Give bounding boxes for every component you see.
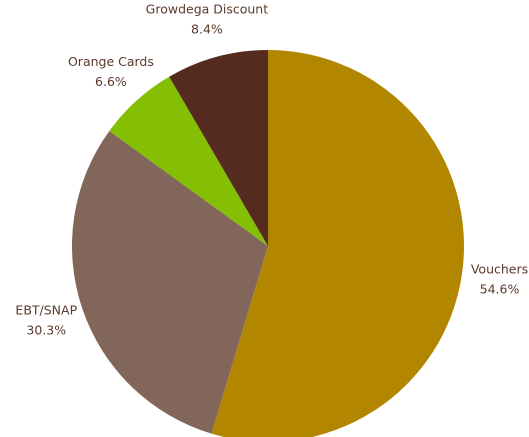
pie-slice [211,50,464,437]
pie-slice [109,76,268,247]
slice-label: Vouchers [471,262,528,277]
slice-value-label: 54.6% [480,282,520,297]
pie-slice [169,50,268,246]
slice-value-label: 6.6% [95,74,127,89]
slice-label: EBT/SNAP [15,302,77,317]
slice-label: Orange Cards [68,54,154,69]
slice-value-label: 30.3% [26,322,66,337]
pie-slice [72,130,268,434]
slice-label: Growdega Discount [146,2,269,17]
slice-value-label: 8.4% [191,22,223,37]
